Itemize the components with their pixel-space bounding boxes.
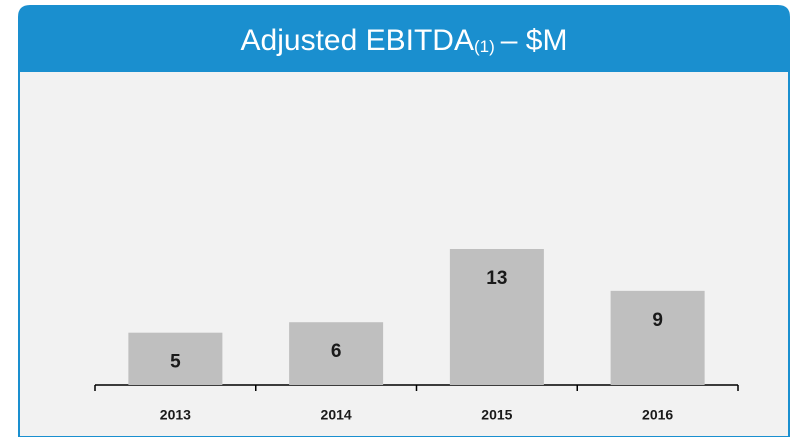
bar (610, 290, 705, 385)
data-label: 5 (170, 352, 181, 373)
title-main: Adjusted EBITDA (241, 24, 474, 57)
data-label: 9 (652, 310, 663, 331)
x-tick-label: 2014 (321, 407, 352, 423)
data-label: 6 (331, 341, 342, 362)
x-tick-label: 2016 (642, 407, 673, 423)
title-unit: – $M (501, 24, 568, 57)
header (19, 6, 789, 72)
x-tick-label: 2015 (481, 407, 512, 423)
title-note: (1) (474, 37, 495, 56)
data-label: 13 (486, 268, 507, 289)
x-tick-label: 2013 (160, 407, 191, 423)
bar (128, 332, 223, 385)
bar (449, 249, 544, 385)
bar (289, 322, 384, 385)
chart-title: Adjusted EBITDA(1) – $M (241, 24, 568, 57)
